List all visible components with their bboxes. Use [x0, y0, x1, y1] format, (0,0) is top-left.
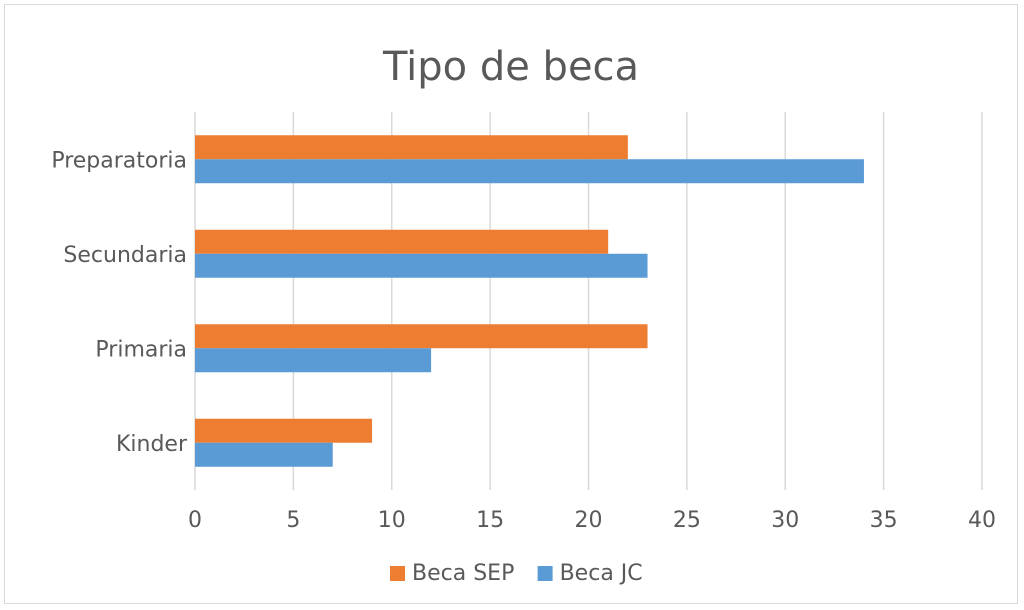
bar-beca-sep — [195, 418, 373, 443]
category-label: Kinder — [116, 432, 188, 457]
bar-beca-jc — [195, 253, 648, 278]
bar-beca-sep — [195, 324, 648, 349]
x-tick-label: 35 — [870, 508, 898, 533]
bars — [195, 135, 864, 467]
legend: Beca SEP Beca JC — [390, 561, 643, 586]
legend-label: Beca JC — [560, 561, 643, 586]
x-tick-label: 25 — [673, 508, 701, 533]
bar-beca-jc — [195, 159, 864, 184]
x-axis: 0 5 10 15 20 25 30 35 40 — [188, 508, 996, 533]
x-tick-label: 0 — [188, 508, 202, 533]
category-label: Secundaria — [63, 243, 187, 268]
x-tick-label: 20 — [575, 508, 603, 533]
bar-beca-sep — [195, 229, 609, 254]
chart-frame — [4, 4, 1018, 604]
bar-beca-sep — [195, 135, 628, 160]
x-tick-label: 10 — [378, 508, 406, 533]
chart-title: Tipo de beca — [382, 44, 639, 90]
bar-beca-jc — [195, 442, 333, 467]
y-axis: Kinder Primaria Secundaria Preparatoria — [51, 148, 188, 457]
legend-swatch — [537, 566, 553, 581]
legend-label: Beca SEP — [412, 561, 514, 586]
legend-swatch — [390, 566, 405, 581]
x-tick-label: 40 — [968, 508, 996, 533]
category-label: Preparatoria — [51, 148, 187, 173]
bar-beca-jc — [195, 348, 432, 373]
category-label: Primaria — [95, 337, 187, 362]
x-tick-label: 15 — [476, 508, 504, 533]
x-tick-label: 5 — [286, 508, 300, 533]
x-tick-label: 30 — [771, 508, 799, 533]
